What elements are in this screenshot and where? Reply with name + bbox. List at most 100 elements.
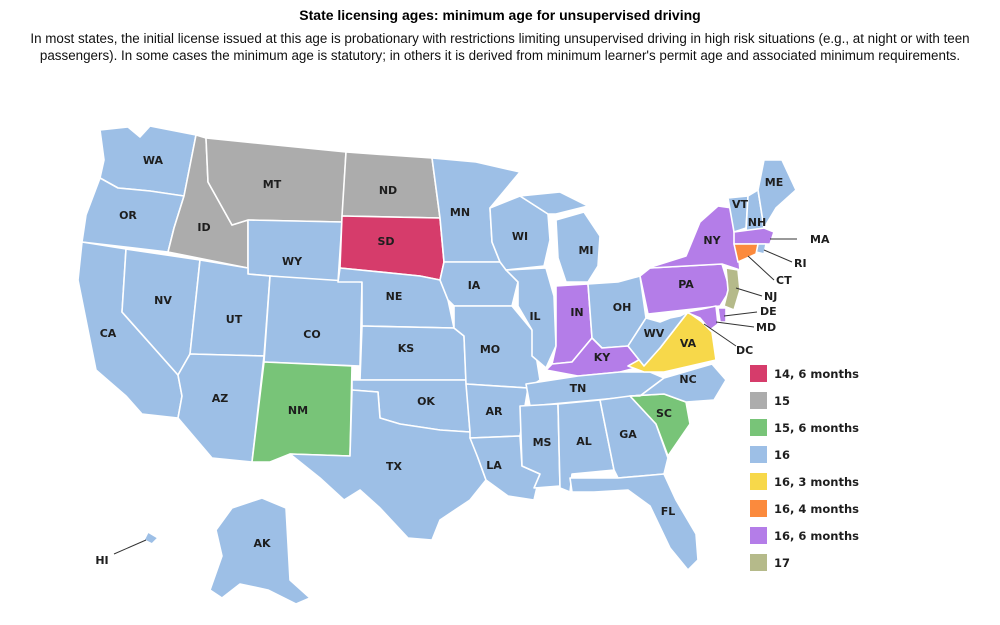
leader-ct: [747, 255, 775, 281]
state-CO[interactable]: [263, 275, 363, 367]
label-SC: SC: [656, 407, 672, 420]
label-DC: DC: [736, 344, 753, 357]
state-IL[interactable]: [505, 267, 557, 369]
label-OK: OK: [417, 395, 435, 408]
label-IA: IA: [468, 279, 481, 292]
state-MI-upper[interactable]: [519, 191, 589, 215]
label-MN: MN: [450, 206, 470, 219]
label-VA: VA: [680, 337, 697, 350]
label-FL: FL: [661, 505, 676, 518]
label-NJ: NJ: [764, 290, 777, 303]
legend-item[interactable]: 16: [749, 441, 869, 468]
state-AZ[interactable]: [177, 353, 265, 463]
state-FL[interactable]: [569, 473, 699, 571]
label-PA: PA: [678, 278, 694, 291]
state-WY[interactable]: [247, 219, 343, 283]
label-ME: ME: [765, 176, 783, 189]
label-OH: OH: [613, 301, 632, 314]
state-DE[interactable]: [717, 307, 727, 323]
legend-label: 16, 6 months: [774, 528, 859, 543]
label-RI: RI: [794, 257, 807, 270]
map-subtitle: In most states, the initial license issu…: [30, 31, 970, 63]
label-NM: NM: [288, 404, 308, 417]
label-AK: AK: [253, 537, 271, 550]
legend-item[interactable]: 17: [749, 549, 869, 576]
label-UT: UT: [226, 313, 243, 326]
label-NE: NE: [386, 290, 403, 303]
state-MD[interactable]: [669, 305, 719, 331]
label-ID: ID: [197, 221, 210, 234]
label-IN: IN: [570, 306, 583, 319]
state-CT[interactable]: [733, 243, 759, 263]
label-TX: TX: [386, 460, 403, 473]
label-OR: OR: [119, 209, 137, 222]
state-NC[interactable]: [629, 363, 727, 403]
label-NH: NH: [748, 216, 766, 229]
state-TX[interactable]: [289, 389, 487, 541]
legend: 14, 6 months 15 15, 6 months 16 16, 3 months…: [749, 360, 869, 576]
legend-swatch: [749, 445, 768, 464]
label-VT: VT: [732, 198, 749, 211]
state-MI[interactable]: [555, 211, 601, 283]
leader-md: [715, 321, 755, 328]
state-NJ[interactable]: [723, 267, 741, 311]
label-WI: WI: [512, 230, 528, 243]
leader-de: [723, 311, 758, 317]
label-DE: DE: [760, 305, 777, 318]
legend-item[interactable]: 15: [749, 387, 869, 414]
label-AZ: AZ: [212, 392, 229, 405]
label-NC: NC: [679, 373, 696, 386]
state-AK[interactable]: [209, 497, 311, 605]
label-TN: TN: [570, 382, 587, 395]
legend-label: 16, 3 months: [774, 474, 859, 489]
legend-item[interactable]: 14, 6 months: [749, 360, 869, 387]
label-MD: MD: [756, 321, 776, 334]
label-KY: KY: [594, 351, 612, 364]
label-CA: CA: [100, 327, 117, 340]
map-title: State licensing ages: minimum age for un…: [299, 7, 701, 23]
legend-item[interactable]: 16, 6 months: [749, 522, 869, 549]
state-MA[interactable]: [733, 227, 775, 245]
label-NV: NV: [154, 294, 172, 307]
label-LA: LA: [486, 459, 502, 472]
leader-hi: [113, 539, 147, 555]
label-WA: WA: [143, 154, 164, 167]
legend-label: 17: [774, 555, 791, 570]
label-NY: NY: [703, 234, 721, 247]
state-WV[interactable]: [627, 311, 689, 367]
leader-dc: [703, 323, 737, 347]
label-GA: GA: [619, 428, 637, 441]
label-IL: IL: [529, 310, 540, 323]
label-MT: MT: [263, 178, 282, 191]
legend-swatch: [749, 553, 768, 572]
legend-label: 16: [774, 447, 791, 462]
state-UT[interactable]: [189, 259, 271, 357]
legend-item[interactable]: 16, 3 months: [749, 468, 869, 495]
state-HI[interactable]: [143, 531, 159, 545]
legend-label: 15: [774, 393, 791, 408]
legend-swatch: [749, 526, 768, 545]
legend-swatch: [749, 418, 768, 437]
state-NY[interactable]: [647, 205, 741, 271]
label-CT: CT: [776, 274, 792, 287]
legend-item[interactable]: 16, 4 months: [749, 495, 869, 522]
label-HI: HI: [95, 554, 108, 567]
leader-ri: [763, 249, 793, 263]
legend-swatch: [749, 391, 768, 410]
legend-label: 14, 6 months: [774, 366, 859, 381]
label-AR: AR: [486, 405, 504, 418]
label-MO: MO: [480, 343, 500, 356]
label-ND: ND: [379, 184, 397, 197]
legend-item[interactable]: 15, 6 months: [749, 414, 869, 441]
legend-swatch: [749, 364, 768, 383]
label-CO: CO: [303, 328, 320, 341]
legend-label: 15, 6 months: [774, 420, 859, 435]
label-WY: WY: [282, 255, 303, 268]
legend-label: 16, 4 months: [774, 501, 859, 516]
label-SD: SD: [377, 235, 394, 248]
label-MS: MS: [533, 436, 552, 449]
label-WV: WV: [644, 327, 665, 340]
legend-swatch: [749, 472, 768, 491]
label-AL: AL: [576, 435, 592, 448]
